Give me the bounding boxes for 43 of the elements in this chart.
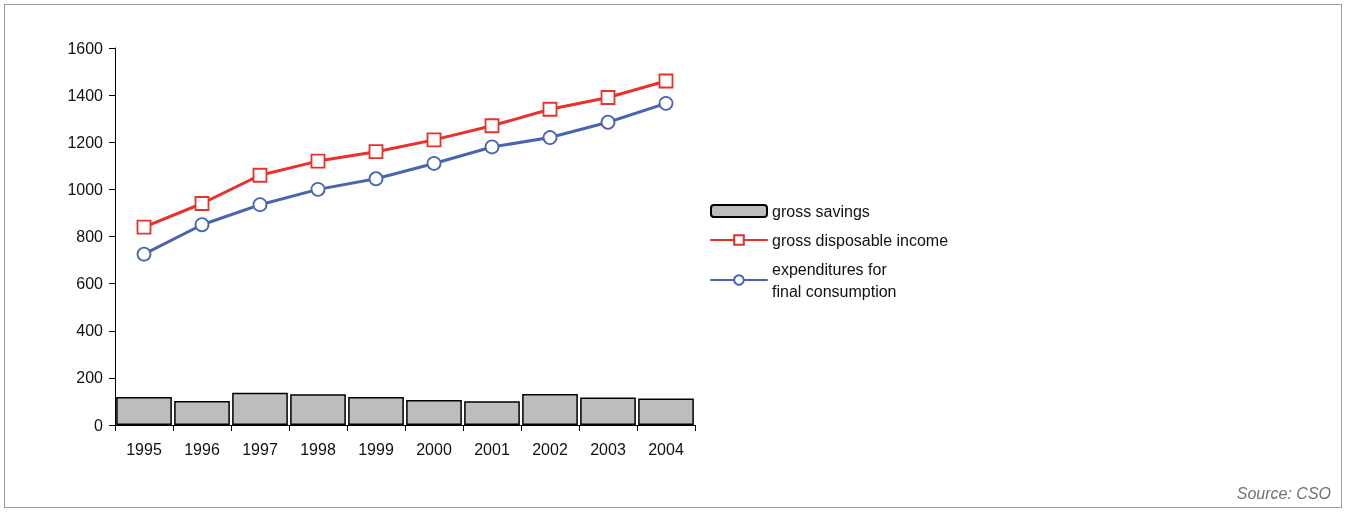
y-tick-label: 1600: [67, 39, 104, 57]
point: [426, 132, 442, 148]
x-tick-label: 1995: [126, 440, 162, 458]
y-tick-label: 1000: [67, 180, 104, 198]
point: [542, 130, 558, 145]
point: [658, 95, 674, 111]
x-tick-label: 2004: [648, 440, 684, 458]
point: [600, 90, 616, 105]
legend-label: gross disposable income: [772, 231, 949, 249]
point: [252, 167, 268, 183]
point: [136, 246, 152, 262]
point: [310, 181, 326, 197]
x-tick-label: 2003: [590, 440, 626, 458]
point: [542, 101, 558, 117]
point: [484, 118, 500, 134]
point: [194, 217, 210, 233]
legend-label: gross savings: [772, 202, 870, 220]
y-tick-label: 0: [94, 416, 104, 434]
x-tick-label: 2001: [474, 440, 510, 458]
y-tick-label: 1400: [67, 86, 104, 104]
point: [426, 156, 442, 171]
y-tick-label: 400: [76, 322, 104, 340]
point: [310, 153, 326, 169]
y-tick-label: 600: [76, 275, 104, 293]
point: [368, 171, 384, 187]
x-tick-label: 2000: [416, 440, 452, 458]
y-tick-label: 1200: [67, 133, 104, 151]
x-tick-label: 2002: [532, 440, 568, 458]
source-note: Source: CSO: [1236, 484, 1332, 502]
point: [658, 73, 674, 89]
y-tick-label: 800: [76, 228, 104, 245]
point: [194, 196, 210, 211]
point: [600, 114, 616, 130]
point: [252, 197, 268, 213]
y-tick-label: 200: [76, 369, 104, 387]
x-tick-label: 1996: [184, 440, 220, 458]
x-tick-label: 1999: [358, 440, 394, 458]
point: [368, 144, 384, 160]
point: [484, 139, 500, 155]
legend-label: expenditures for final consumption: [772, 260, 897, 300]
x-tick-label: 1998: [300, 440, 336, 458]
x-tick-label: 1997: [242, 440, 278, 458]
point: [136, 219, 152, 235]
